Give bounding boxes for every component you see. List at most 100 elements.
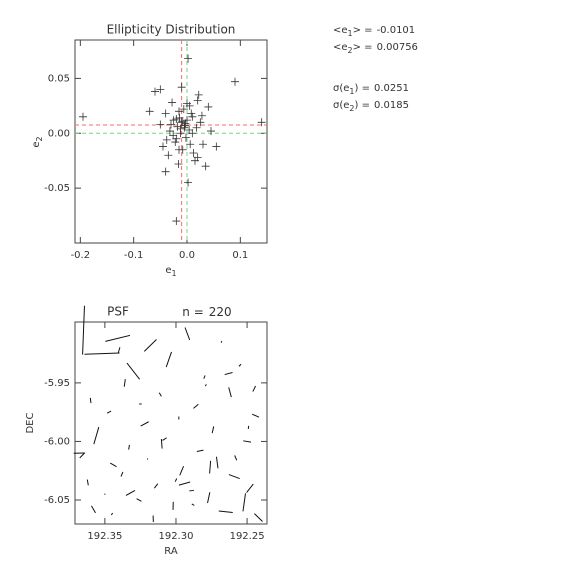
point <box>193 153 202 162</box>
stat-suffix: ) = <box>355 100 370 111</box>
x-tick-label: -0.1 <box>124 250 144 261</box>
x-tick-label: 0.1 <box>232 250 248 261</box>
x-axis-label: RA <box>164 546 178 557</box>
point <box>161 167 170 176</box>
x-axis-label: e <box>165 265 171 276</box>
whisker <box>120 471 124 477</box>
point <box>183 99 191 108</box>
stat-suffix: > = <box>353 25 373 36</box>
point <box>212 142 221 151</box>
point <box>79 112 87 121</box>
whisker <box>220 340 223 343</box>
point <box>192 123 201 132</box>
whisker <box>84 352 120 355</box>
x-axis-label: RA <box>164 546 178 557</box>
y-tick-label: 0.00 <box>48 128 70 139</box>
y-axis-label: e <box>31 141 42 147</box>
chart-title: Ellipticity Distribution <box>107 23 236 37</box>
point <box>178 117 187 126</box>
whisker <box>209 460 212 474</box>
whisker <box>242 493 247 512</box>
stat-sub: 2 <box>348 46 353 55</box>
point <box>193 96 202 105</box>
stat-prefix: <e <box>333 25 348 36</box>
x-tick-label: 192.25 <box>230 531 265 542</box>
whisker <box>125 490 136 496</box>
point <box>180 123 189 132</box>
point <box>172 134 181 143</box>
plot-frame <box>74 39 268 244</box>
whisker <box>117 347 121 354</box>
whisker <box>234 455 238 461</box>
whisker <box>228 474 240 480</box>
point <box>159 142 167 151</box>
point <box>179 105 188 114</box>
whisker <box>140 421 149 427</box>
whisker <box>189 489 195 492</box>
x-tick-label: 192.35 <box>87 531 122 542</box>
count-label: n = 220 <box>182 305 231 319</box>
y-axis-label: DEC <box>25 412 36 433</box>
point <box>183 116 191 125</box>
whisker <box>252 385 257 392</box>
point <box>181 119 190 128</box>
whisker <box>238 363 242 367</box>
whisker <box>91 505 96 514</box>
stat-text: <e1> = -0.0101 <box>333 25 415 38</box>
point <box>175 145 183 154</box>
whisker <box>136 498 142 502</box>
point <box>177 118 186 127</box>
point <box>186 140 195 149</box>
whisker <box>160 438 163 449</box>
y-tick-label: 0.05 <box>48 73 70 84</box>
whisker <box>93 426 100 445</box>
whisker <box>126 362 141 380</box>
whisker <box>179 465 185 476</box>
point <box>189 149 198 158</box>
point <box>257 118 266 127</box>
point <box>180 121 189 130</box>
point <box>156 120 165 129</box>
point <box>185 125 194 134</box>
whisker <box>191 503 195 506</box>
point <box>231 77 239 86</box>
whisker <box>184 327 191 341</box>
point <box>194 90 203 99</box>
point <box>145 107 154 116</box>
point <box>177 83 186 92</box>
whisker <box>143 339 157 352</box>
point <box>174 159 183 168</box>
whisker <box>247 425 250 430</box>
stat-sub: 1 <box>349 87 354 96</box>
chart-title: PSF <box>107 305 129 319</box>
point <box>176 124 185 133</box>
point <box>197 111 206 120</box>
whisker <box>174 478 178 482</box>
whisker <box>153 483 159 489</box>
whisker <box>243 440 252 443</box>
stat-sub: 1 <box>348 29 353 38</box>
point <box>181 133 190 142</box>
whisker <box>86 479 89 486</box>
whisker <box>162 437 167 441</box>
x-tick-label: 192.30 <box>158 531 193 542</box>
stat-sub: 2 <box>349 104 354 113</box>
whisker <box>207 492 211 504</box>
y-axis-label: 2 <box>35 136 44 141</box>
point <box>164 151 173 160</box>
whisker <box>109 462 117 468</box>
point <box>167 120 175 129</box>
x-axis-label: 1 <box>172 269 177 278</box>
point <box>172 217 181 226</box>
point <box>199 140 207 149</box>
whisker <box>224 372 233 376</box>
whisker <box>218 510 233 513</box>
whisker <box>204 384 207 387</box>
stat-suffix: > = <box>353 42 373 53</box>
point <box>165 127 174 136</box>
whisker <box>252 413 260 418</box>
point <box>172 115 181 124</box>
whisker <box>196 449 204 452</box>
point <box>207 127 215 136</box>
